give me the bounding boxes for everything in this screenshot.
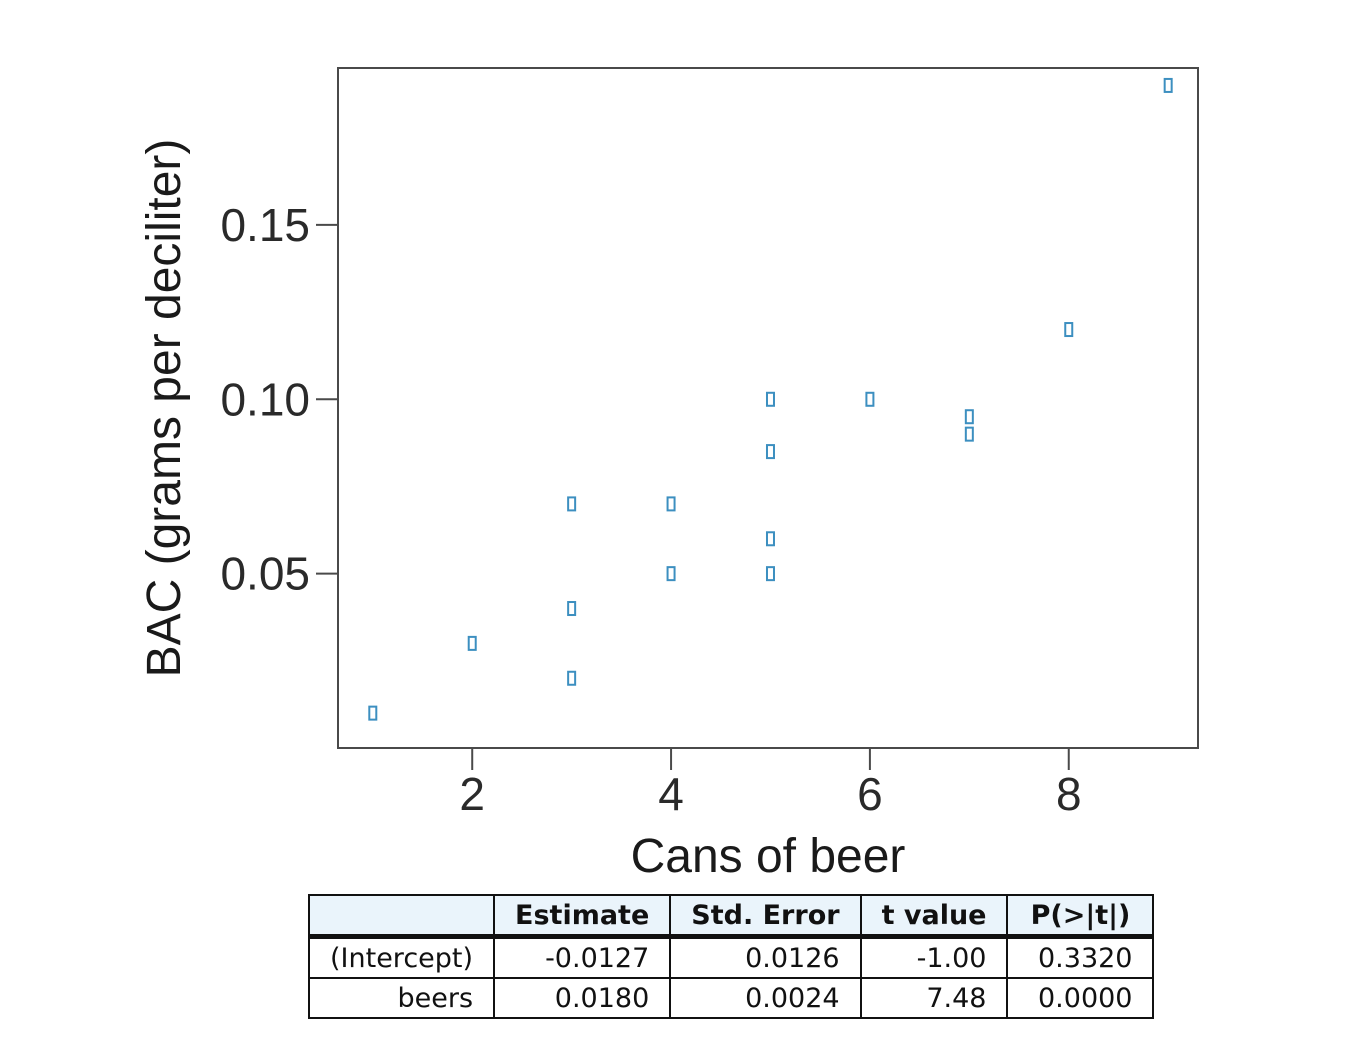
x-axis-title: Cans of beer (631, 830, 906, 883)
estimate-cell: -0.0127 (493, 935, 672, 979)
row-label: beers (307, 977, 496, 1019)
data-points (368, 77, 1173, 721)
header-t-value: t value (859, 894, 1009, 939)
p-value-cell: 0.3320 (1006, 935, 1155, 979)
header-p-value: P(>|t|) (1006, 894, 1155, 939)
x-axis: 2 4 6 8 (459, 748, 1082, 820)
data-point (765, 391, 775, 407)
plot-frame (337, 67, 1199, 749)
header-std-error: Std. Error (669, 894, 862, 939)
table-header-row: Estimate Std. Error t value P(>|t|) (307, 894, 1155, 939)
std-error-cell: 0.0024 (669, 977, 862, 1019)
t-value-cell: -1.00 (859, 935, 1009, 979)
row-label: (Intercept) (307, 935, 496, 979)
data-point (964, 409, 974, 425)
data-point (666, 496, 676, 512)
p-value-cell: 0.0000 (1006, 977, 1155, 1019)
std-error-cell: 0.0126 (669, 935, 862, 979)
header-estimate: Estimate (493, 894, 672, 939)
x-tick-label: 8 (1056, 768, 1082, 820)
y-tick-label: 0.15 (220, 199, 310, 251)
data-point (467, 635, 477, 651)
header-cell-empty (307, 894, 496, 939)
table-row: beers 0.0180 0.0024 7.48 0.0000 (307, 977, 1155, 1019)
x-tick-label: 4 (658, 768, 684, 820)
regression-table: Estimate Std. Error t value P(>|t|) (Int… (307, 894, 1155, 1019)
data-point (567, 496, 577, 512)
scatter-plot: 0.05 0.10 0.15 2 4 6 8 Cans of beer BAC (gram… (138, 67, 1199, 883)
data-point (765, 566, 775, 582)
x-tick-label: 6 (857, 768, 883, 820)
data-point (1064, 322, 1074, 338)
y-axis-title: BAC (grams per deciliter) (138, 139, 191, 678)
data-point (964, 426, 974, 442)
table-row: (Intercept) -0.0127 0.0126 -1.00 0.3320 (307, 935, 1155, 979)
data-point (666, 566, 676, 582)
data-point (567, 670, 577, 686)
data-point (567, 601, 577, 617)
t-value-cell: 7.48 (859, 977, 1009, 1019)
estimate-cell: 0.0180 (493, 977, 672, 1019)
data-point (765, 444, 775, 460)
y-tick-label: 0.05 (220, 548, 310, 600)
data-point (765, 531, 775, 547)
y-axis: 0.05 0.10 0.15 (220, 199, 338, 600)
data-point (1163, 77, 1173, 93)
y-tick-label: 0.10 (220, 373, 310, 425)
data-point (865, 391, 875, 407)
x-tick-label: 2 (459, 768, 485, 820)
data-point (368, 705, 378, 721)
